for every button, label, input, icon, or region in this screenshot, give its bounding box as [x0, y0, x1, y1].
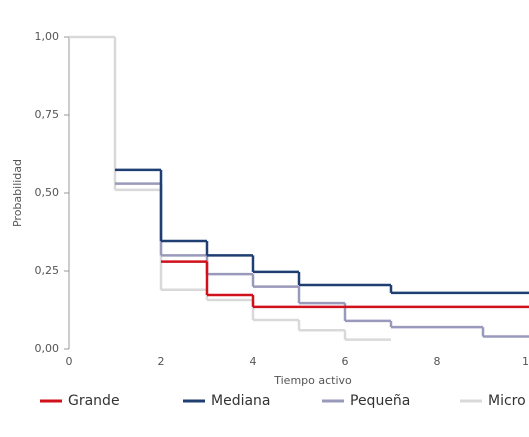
x-tick-label: 0: [66, 355, 73, 368]
x-tick-label: 6: [342, 355, 349, 368]
x-tick-label: 8: [434, 355, 441, 368]
y-axis-title: Probabilidad: [11, 159, 24, 227]
y-tick-label: 1,00: [35, 30, 60, 43]
legend-label: Pequeña: [350, 393, 410, 409]
legend-label: Grande: [68, 393, 120, 409]
x-tick-label: 2: [158, 355, 165, 368]
y-tick-label: 0,75: [35, 108, 60, 121]
x-tick-label: 10: [522, 355, 529, 368]
x-tick-label: 4: [250, 355, 257, 368]
x-axis-title: Tiempo activo: [273, 374, 352, 387]
legend-label: Mediana: [211, 393, 271, 409]
legend-label: Micro: [488, 393, 526, 409]
y-tick-label: 0,25: [35, 264, 60, 277]
y-tick-label: 0,50: [35, 186, 60, 199]
y-tick-label: 0,00: [35, 342, 60, 355]
